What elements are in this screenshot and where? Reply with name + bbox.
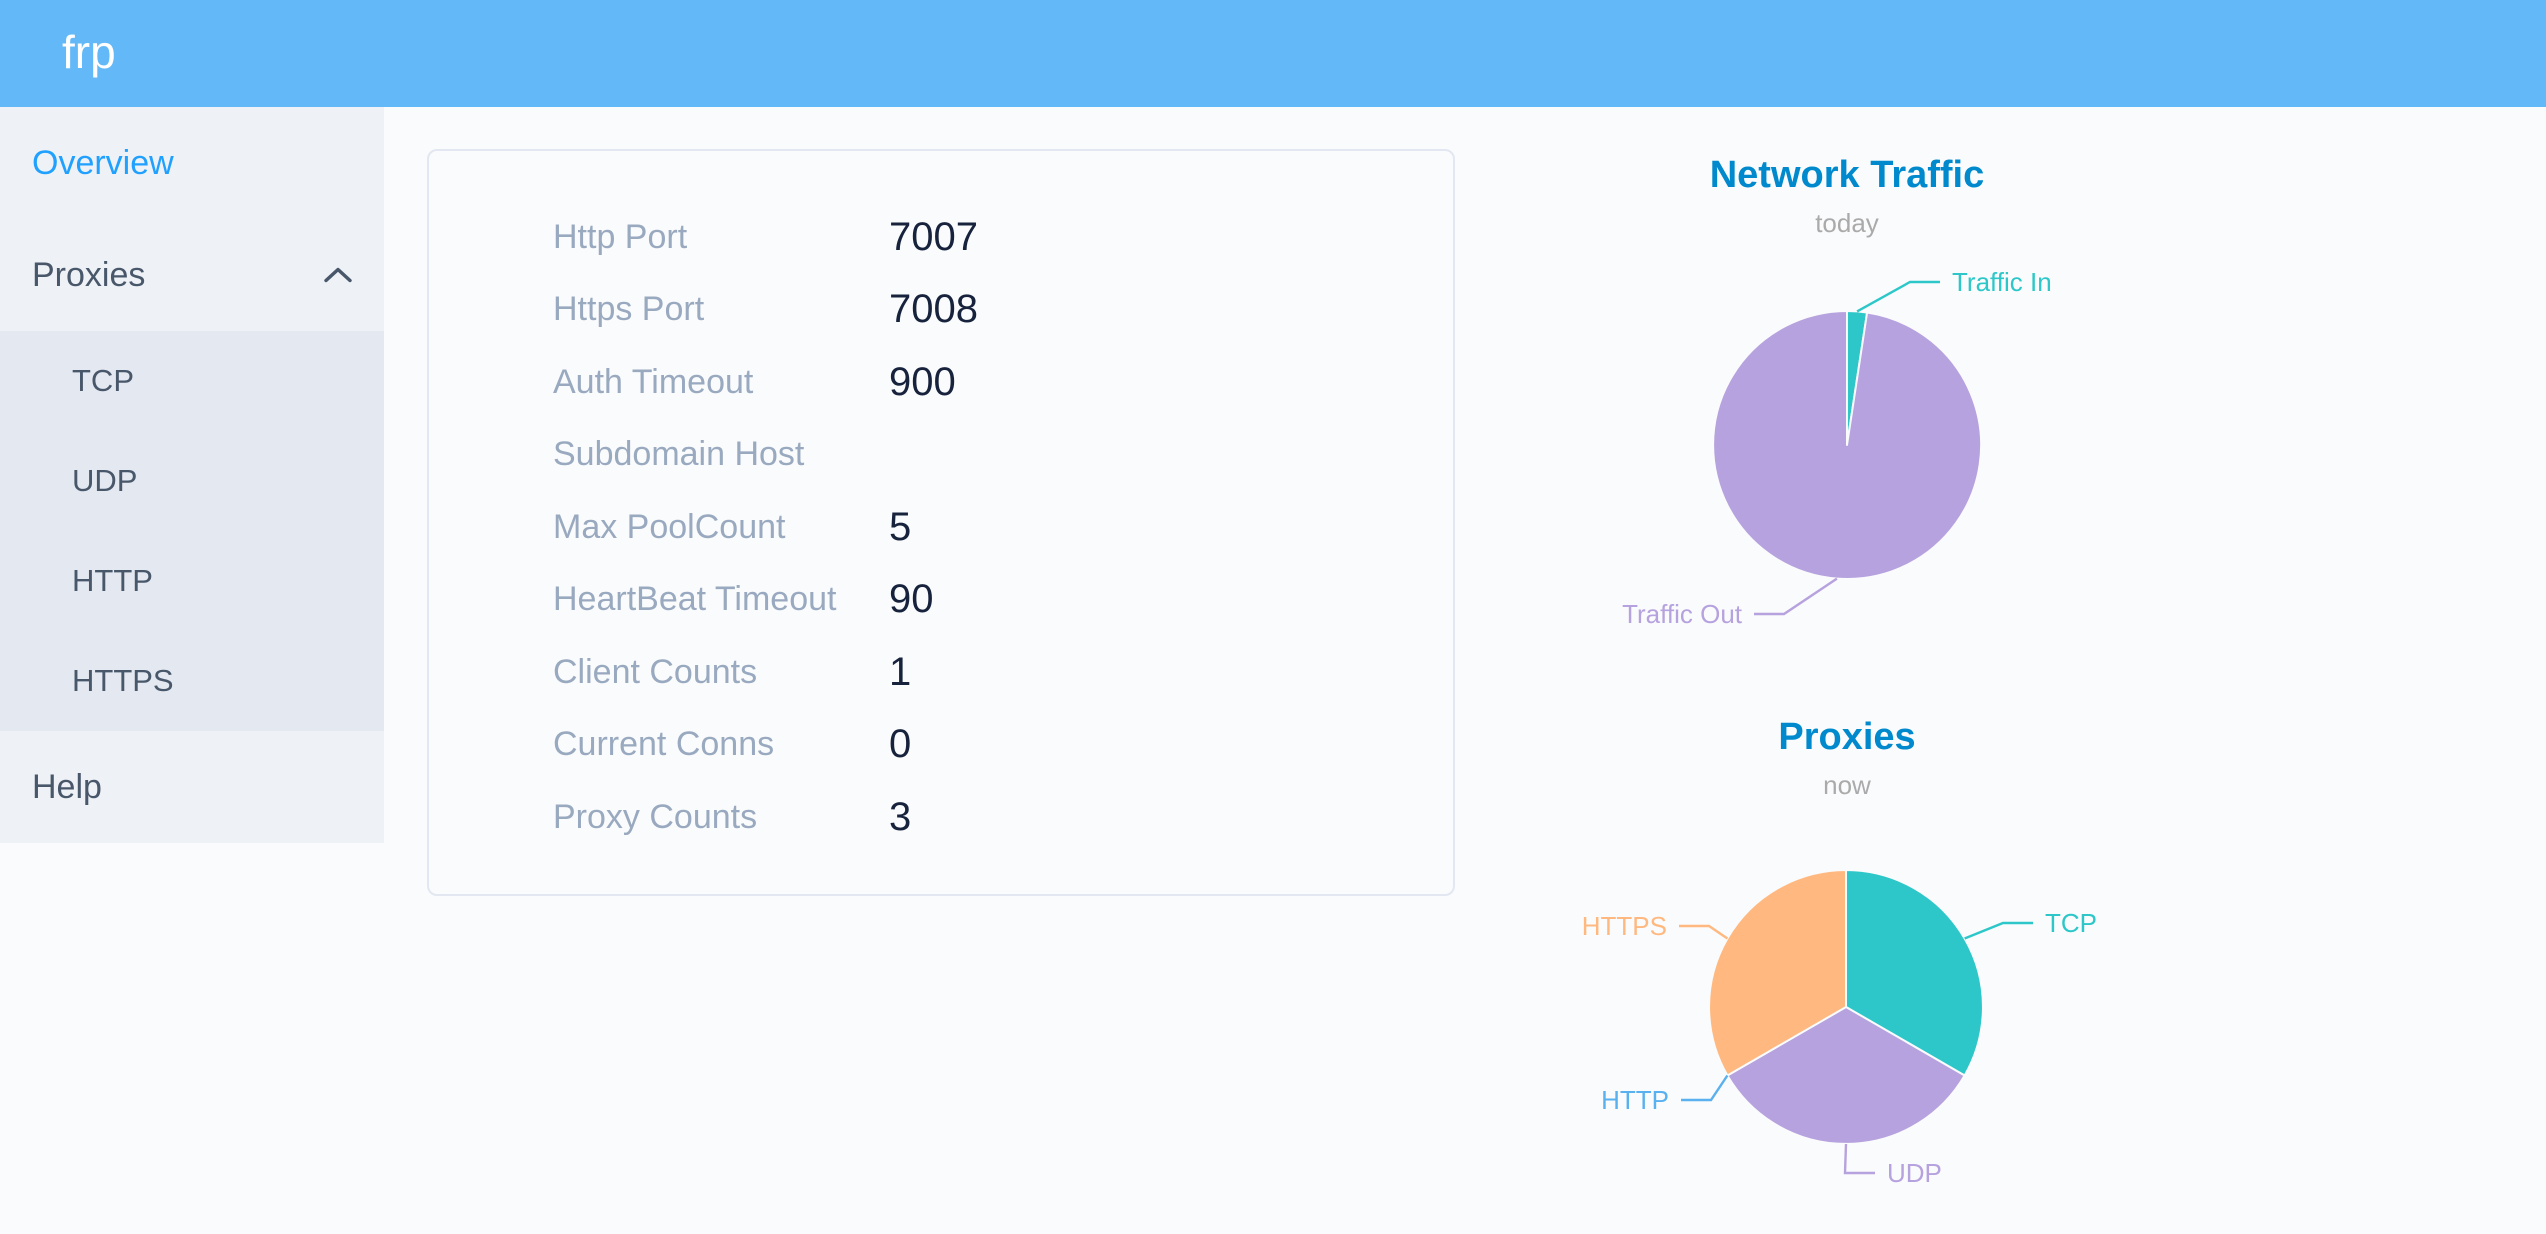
info-label: Https Port xyxy=(553,290,705,329)
pie-label-line-tcp xyxy=(1964,921,2033,940)
chevron-up-icon xyxy=(324,267,352,283)
pie-label-http: HTTP xyxy=(1601,1085,1669,1115)
sidebar-item-overview[interactable]: Overview xyxy=(0,107,384,219)
info-row-subdomain-host: Subdomain Host xyxy=(429,419,1453,492)
info-row-proxy-counts: Proxy Counts 3 xyxy=(429,781,1453,854)
pie-slice-https[interactable] xyxy=(1708,869,1847,1077)
sidebar-item-label: Proxies xyxy=(32,256,146,294)
pie-label-traffic-out: Traffic Out xyxy=(1622,599,1743,629)
pie-label-tcp: TCP xyxy=(2045,908,2097,938)
pie-label-line-traffic-out xyxy=(1754,577,1838,616)
sidebar-item-label: Overview xyxy=(32,144,174,182)
sidebar-item-proxies[interactable]: Proxies xyxy=(0,219,384,331)
info-row-https-port: Https Port 7008 xyxy=(429,274,1453,347)
network-traffic-chart-subtitle: today xyxy=(1815,208,1879,238)
proxies-submenu: TCP UDP HTTP HTTPS xyxy=(0,331,384,731)
network-traffic-chart-title: Network Traffic xyxy=(1709,154,1985,196)
info-value: 900 xyxy=(889,359,956,404)
proxies-chart-subtitle: now xyxy=(1823,770,1871,800)
info-row-http-port: Http Port 7007 xyxy=(429,201,1453,274)
info-value: 7007 xyxy=(889,214,978,259)
info-row-auth-timeout: Auth Timeout 900 xyxy=(429,346,1453,419)
sidebar-item-https[interactable]: HTTPS xyxy=(0,631,384,731)
info-label: HeartBeat Timeout xyxy=(553,580,837,619)
info-value: 0 xyxy=(889,722,912,767)
sidebar-item-http[interactable]: HTTP xyxy=(0,531,384,631)
info-value: 5 xyxy=(889,504,912,549)
info-label: Client Counts xyxy=(553,652,758,691)
info-label: Current Conns xyxy=(553,725,775,764)
sidebar-item-help[interactable]: Help xyxy=(0,731,384,843)
pie-label-line-udp xyxy=(1843,1143,1875,1175)
pie-label-line-http xyxy=(1681,1074,1729,1102)
sidebar-item-label: Help xyxy=(32,768,102,806)
info-value: 90 xyxy=(889,577,934,622)
sidebar-item-tcp[interactable]: TCP xyxy=(0,331,384,431)
sidebar: Overview Proxies TCP UDP HTTP HTTPS Help xyxy=(0,107,384,843)
sidebar-item-udp[interactable]: UDP xyxy=(0,431,384,531)
sidebar-item-label: HTTPS xyxy=(72,663,174,698)
info-label: Proxy Counts xyxy=(553,797,758,836)
pie-slice-udp[interactable] xyxy=(1726,1006,1966,1145)
pie-label-udp: UDP xyxy=(1887,1158,1942,1188)
pie-slice-traffic-out[interactable] xyxy=(1712,310,1983,580)
info-value: 7008 xyxy=(889,287,978,332)
info-row-max-poolcount: Max PoolCount 5 xyxy=(429,491,1453,564)
sidebar-item-label: TCP xyxy=(72,363,134,398)
info-label: Http Port xyxy=(553,217,688,256)
info-label: Subdomain Host xyxy=(553,435,805,474)
app-header: frp xyxy=(0,0,2546,107)
network-traffic-pie-chart: Traffic In Traffic Out xyxy=(1622,267,2052,629)
info-value: 1 xyxy=(889,649,912,694)
info-value: 3 xyxy=(889,794,912,839)
info-row-current-conns: Current Conns 0 xyxy=(429,709,1453,782)
proxies-chart-title: Proxies xyxy=(1778,716,1916,758)
info-row-heartbeat-timeout: HeartBeat Timeout 90 xyxy=(429,564,1453,637)
proxies-pie-chart: TCP UDP HTTP HTTPS xyxy=(1582,869,2097,1188)
pie-label-traffic-in: Traffic In xyxy=(1952,267,2052,297)
info-label: Max PoolCount xyxy=(553,507,786,546)
info-row-client-counts: Client Counts 1 xyxy=(429,636,1453,709)
pie-label-https: HTTPS xyxy=(1582,911,1667,941)
info-label: Auth Timeout xyxy=(553,362,754,401)
sidebar-item-label: HTTP xyxy=(72,563,153,598)
pie-label-line-traffic-in xyxy=(1856,280,1940,313)
sidebar-item-label: UDP xyxy=(72,463,138,498)
server-info-card: Http Port 7007 Https Port 7008 Auth Time… xyxy=(427,149,1455,896)
pie-label-line-https xyxy=(1679,924,1729,940)
brand-logo: frp xyxy=(62,26,116,78)
